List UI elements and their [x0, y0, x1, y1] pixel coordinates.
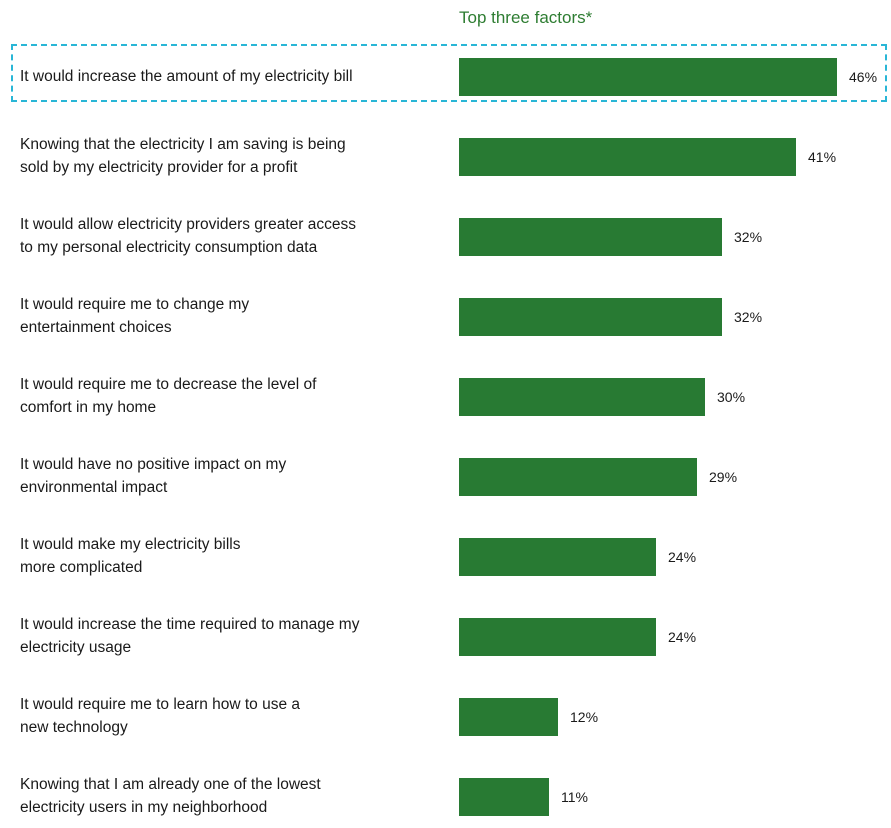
value-label: 41%	[808, 149, 837, 165]
bar	[459, 698, 558, 736]
category-label: Knowing that I am already one of the low…	[20, 776, 321, 816]
value-label: 24%	[668, 629, 697, 645]
value-label: 32%	[734, 229, 763, 245]
bar	[459, 538, 656, 576]
value-label: 46%	[849, 69, 878, 85]
category-label: It would require me to learn how to use …	[20, 696, 301, 736]
category-label: It would have no positive impact on my e…	[20, 456, 287, 496]
category-label: It would require me to change my enterta…	[20, 296, 250, 336]
value-label: 24%	[668, 549, 697, 565]
bar	[459, 458, 697, 496]
bar	[459, 58, 837, 96]
bar	[459, 778, 549, 816]
value-label: 30%	[717, 389, 746, 405]
value-label: 29%	[709, 469, 738, 485]
highlight-box	[11, 44, 887, 102]
category-label: It would require me to decrease the leve…	[20, 376, 317, 416]
chart-title: Top three factors*	[459, 8, 593, 27]
value-label: 11%	[561, 789, 588, 805]
value-label: 32%	[734, 309, 763, 325]
bar	[459, 378, 705, 416]
bar	[459, 218, 722, 256]
bar	[459, 298, 722, 336]
bar	[459, 618, 656, 656]
category-label: It would increase the amount of my elect…	[20, 67, 353, 85]
value-label: 12%	[570, 709, 599, 725]
category-label: It would increase the time required to m…	[20, 616, 360, 656]
category-label: It would make my electricity bills more …	[20, 536, 241, 576]
category-label: It would allow electricity providers gre…	[20, 216, 356, 256]
category-label: Knowing that the electricity I am saving…	[20, 136, 346, 176]
bar	[459, 138, 796, 176]
